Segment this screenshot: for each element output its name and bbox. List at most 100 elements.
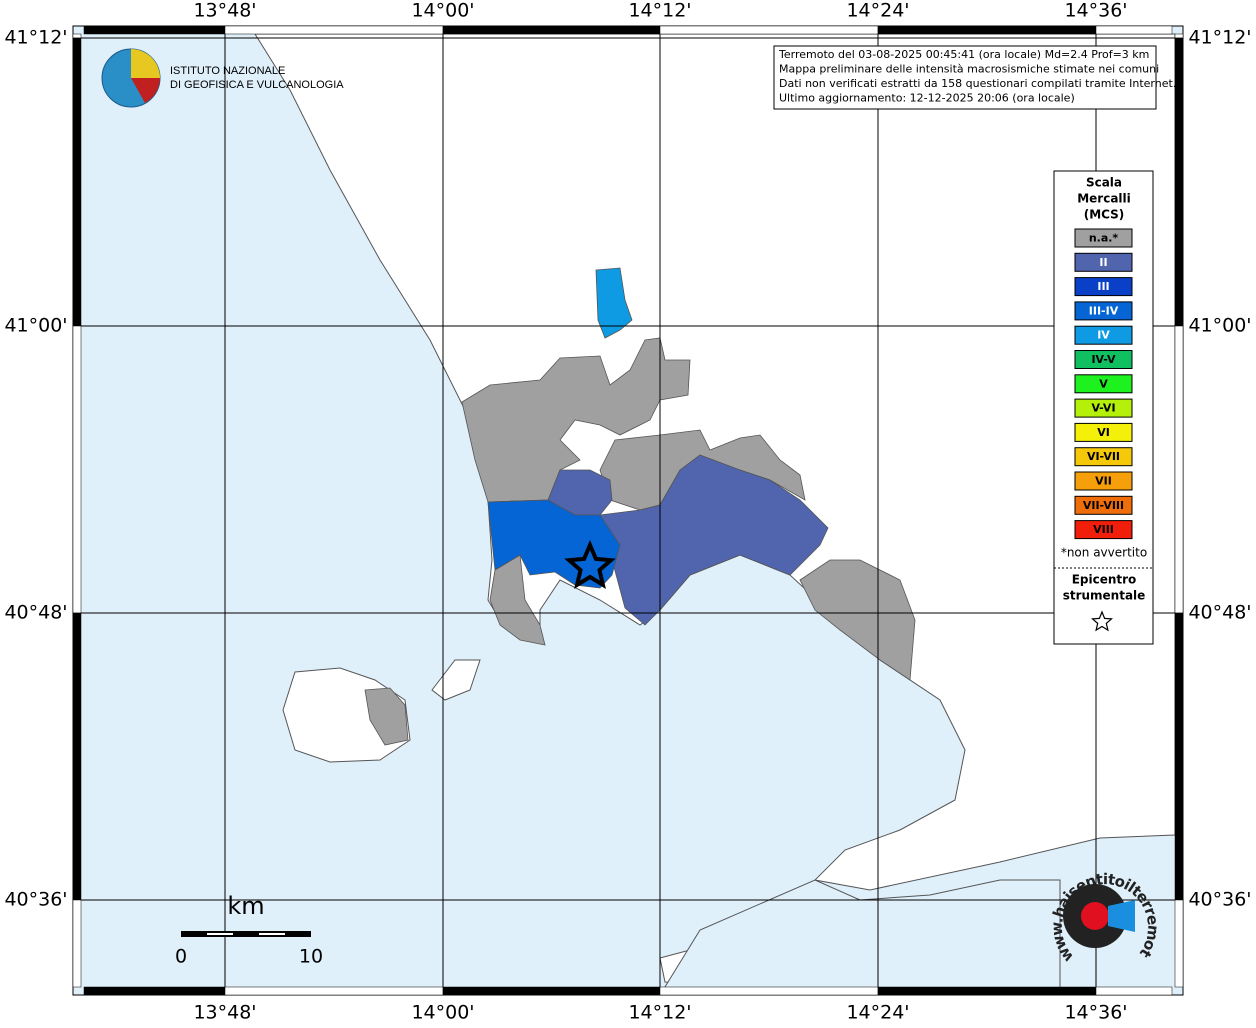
frame-tick	[72, 612, 82, 901]
scale-unit: km	[227, 892, 264, 920]
logo-text: ISTITUTO NAZIONALE	[170, 65, 285, 77]
frame-tick	[1095, 986, 1173, 996]
lon-label: 14°36'	[1064, 0, 1127, 22]
legend-swatch	[1074, 325, 1133, 345]
info-line: Dati non verificati estratti da 158 ques…	[779, 77, 1176, 90]
epicenter-marker	[564, 539, 616, 589]
lon-label: 14°00'	[411, 1002, 474, 1024]
frame-tick	[1174, 33, 1184, 39]
legend-swatch	[1074, 447, 1133, 467]
logo-text: DI GEOFISICA E VULCANOLOGIA	[170, 79, 344, 91]
scale-segment	[259, 933, 285, 935]
legend-swatch	[1074, 277, 1133, 297]
frame-tick	[224, 25, 444, 35]
lon-label: 14°00'	[411, 0, 474, 22]
legend-epicenter: Epicentro	[1072, 573, 1137, 587]
legend-label: VI-VII	[1087, 450, 1120, 463]
badge-circle	[1081, 902, 1109, 930]
scale-label: 0	[175, 946, 187, 968]
frame-tick	[442, 986, 661, 996]
scale-bar: km 0 10	[175, 892, 323, 968]
legend-swatch	[1074, 471, 1133, 491]
legend-title: (MCS)	[1084, 208, 1125, 222]
frame-tick	[877, 986, 1097, 996]
intensity-region	[595, 267, 633, 339]
logo: ISTITUTO NAZIONALE DI GEOFISICA E VULCAN…	[101, 48, 344, 108]
legend-swatch	[1074, 228, 1133, 248]
legend-title: Scala	[1086, 176, 1122, 190]
scale-label: 10	[299, 946, 323, 968]
frame-tick	[72, 37, 82, 327]
lon-label: 14°24'	[846, 0, 909, 22]
legend-label: n.a.*	[1089, 232, 1119, 245]
legend-label: VII	[1095, 475, 1112, 488]
regions	[364, 267, 916, 746]
legend-label: III-IV	[1089, 304, 1119, 317]
lat-label: 41°12'	[1188, 27, 1251, 49]
legend-epicenter: strumentale	[1063, 589, 1146, 603]
legend-swatch	[1074, 374, 1133, 394]
frame-tick	[72, 899, 82, 988]
lat-label: 40°48'	[4, 602, 67, 624]
legend-label: IV-V	[1091, 353, 1116, 366]
lat-label: 41°00'	[1188, 315, 1251, 337]
sorrento-coast	[659, 879, 1061, 996]
legend-swatch	[1074, 252, 1133, 272]
legend-swatch	[1074, 495, 1133, 515]
legend-note: *non avvertito	[1061, 546, 1147, 560]
frame-tick	[877, 25, 1097, 35]
frame-tick	[1095, 25, 1173, 35]
lat-label: 40°48'	[1188, 602, 1251, 624]
legend-swatch	[1074, 350, 1133, 369]
logo-sector	[131, 78, 160, 103]
frame-tick	[1174, 612, 1184, 901]
lon-label: 13°48'	[193, 0, 256, 22]
logo-sector	[131, 49, 160, 78]
legend-label: II	[1099, 256, 1107, 269]
legend-star	[1091, 610, 1113, 632]
legend-label: III	[1097, 280, 1109, 293]
lat-label: 40°36'	[1188, 889, 1251, 911]
frame-tick	[1174, 325, 1184, 614]
legend-swatch	[1074, 398, 1133, 418]
frame-tick	[72, 325, 82, 614]
legend-label: V-VI	[1091, 402, 1115, 415]
frame-tick	[83, 986, 226, 996]
frame-tick	[224, 986, 444, 996]
lon-label: 14°12'	[628, 0, 691, 22]
legend-title: Mercalli	[1077, 192, 1131, 206]
lon-label: 14°12'	[628, 1002, 691, 1024]
intensity-region	[799, 559, 916, 681]
lat-label: 41°00'	[4, 315, 67, 337]
legend-label: VIII	[1093, 523, 1114, 536]
frame-tick	[659, 25, 879, 35]
frame-tick	[72, 33, 82, 39]
lon-label: 14°24'	[846, 1002, 909, 1024]
legend-label: V	[1099, 377, 1108, 390]
scale-segment	[181, 931, 311, 937]
intensity-region	[364, 687, 409, 746]
legend-swatch	[1074, 301, 1133, 321]
info-lines: Terremoto del 03-08-2025 00:45:41 (ora l…	[778, 48, 1176, 105]
info-line: Ultimo aggiornamento: 12-12-2025 20:06 (…	[779, 92, 1075, 105]
legend-label: VII-VIII	[1083, 499, 1124, 512]
info-box	[773, 45, 1157, 110]
legend-swatch	[1074, 520, 1133, 540]
frame-tick	[1174, 899, 1184, 988]
intensity-region	[487, 499, 621, 589]
legend-label: IV	[1097, 329, 1110, 342]
frame-tick	[83, 25, 226, 35]
legend-swatch	[1074, 422, 1133, 442]
info-line: Terremoto del 03-08-2025 00:45:41 (ora l…	[778, 48, 1149, 61]
legend-label: VI	[1097, 426, 1110, 439]
lon-label: 13°48'	[193, 1002, 256, 1024]
lon-label: 14°36'	[1064, 1002, 1127, 1024]
info-line: Mappa preliminare delle intensità macros…	[779, 63, 1159, 76]
intensity-region	[599, 429, 806, 511]
scale-segment	[207, 933, 233, 935]
frame-tick	[442, 25, 661, 35]
legend: ScalaMercalli(MCS)n.a.*IIIIIIII-IVIVIV-V…	[1054, 176, 1153, 632]
lat-label: 41°12'	[4, 27, 67, 49]
grid: 13°48' 13°48' 14°00' 14°00' 14°12' 14°12' 14°2…	[4, 0, 1251, 1024]
